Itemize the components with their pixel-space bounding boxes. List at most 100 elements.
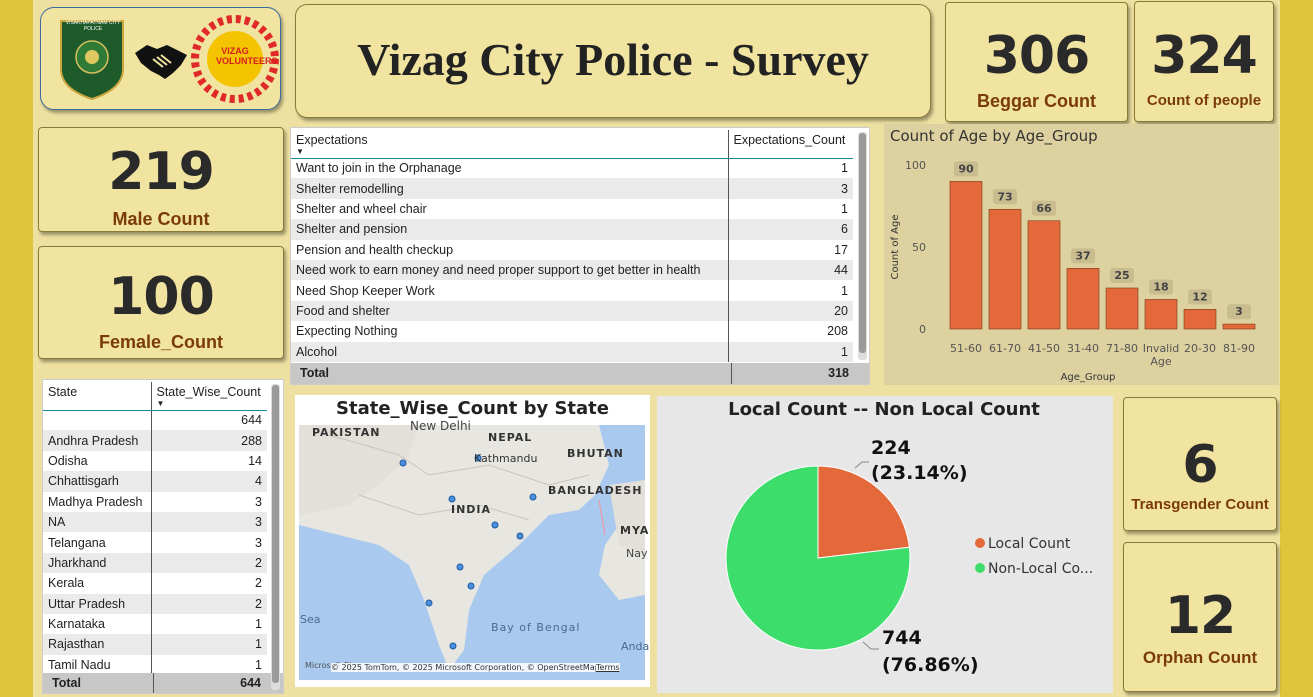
- y-axis-label: Count of Age: [890, 214, 901, 279]
- pie-slice[interactable]: [725, 465, 911, 651]
- table-row: Telangana 3: [43, 532, 267, 553]
- row-label: Kerala: [48, 576, 85, 591]
- logo-panel: VISAKHAPATNAM CITY POLICE VIZAG VOLUNTEE…: [40, 7, 281, 110]
- x-tick-label: 31-40: [1067, 342, 1099, 355]
- bar[interactable]: [1105, 287, 1139, 330]
- legend-marker: [975, 538, 985, 548]
- row-label: [43, 410, 151, 430]
- x-tick-label: 61-70: [989, 342, 1021, 355]
- pie-chart-title: Local Count -- Non Local Count: [728, 399, 1040, 420]
- row-value: 3: [150, 532, 267, 553]
- kpi-people-label: Count of people: [1146, 92, 1262, 109]
- bar[interactable]: [1027, 220, 1061, 330]
- x-tick-label: 51-60: [950, 342, 982, 355]
- row-value: 17: [727, 239, 853, 260]
- map-terms-link[interactable]: Terms: [596, 663, 620, 672]
- bar[interactable]: [988, 208, 1022, 330]
- expectations-header-row: Expectations ▼ Expectations_Count: [291, 130, 853, 159]
- row-label: Shelter and pension: [291, 219, 728, 240]
- y-tick-label: 100: [905, 159, 926, 172]
- state-header[interactable]: State: [43, 382, 151, 411]
- row-label: Food and shelter: [291, 300, 728, 322]
- map-label: Kathmandu: [474, 452, 538, 465]
- table-row: Kerala 2: [43, 573, 267, 594]
- row-label: Chhattisgarh: [43, 471, 151, 492]
- total-value: 318: [828, 366, 849, 380]
- row-value: 2: [150, 552, 267, 574]
- map-label: Nay: [626, 547, 648, 560]
- table-row: Tamil Nadu 1: [43, 654, 267, 676]
- data-label-bg: [1110, 268, 1134, 283]
- row-value: 4: [150, 471, 267, 492]
- table-row: Andhra Pradesh 288: [43, 430, 267, 451]
- bar[interactable]: [1183, 309, 1217, 330]
- data-label: 37: [1075, 249, 1090, 262]
- expectations-scrollbar[interactable]: [858, 132, 867, 360]
- legend-label[interactable]: Local Count: [988, 536, 1071, 552]
- row-value: 3: [727, 178, 853, 199]
- police-logo-text: VISAKHAPATNAM CITY POLICE: [65, 20, 121, 32]
- legend-label[interactable]: Non-Local Co...: [988, 561, 1093, 577]
- map-label: Anda: [621, 640, 650, 653]
- india-map[interactable]: [299, 425, 645, 680]
- page-title: Vizag City Police - Survey: [357, 34, 869, 85]
- row-value: 1: [727, 198, 853, 220]
- sort-desc-icon[interactable]: ▼: [156, 399, 165, 408]
- bar[interactable]: [1144, 299, 1178, 330]
- x-axis-label: Age_Group: [1061, 372, 1116, 383]
- bar[interactable]: [949, 181, 983, 330]
- map-label: BHUTAN: [567, 447, 624, 460]
- row-value: 6: [727, 219, 853, 240]
- row-value: 288: [150, 430, 267, 451]
- map-label: Bay of Bengal: [491, 621, 581, 634]
- scroll-thumb[interactable]: [272, 385, 279, 683]
- expectations-header[interactable]: Expectations ▼: [291, 130, 728, 159]
- state-header-row: State State_Wise_Count ▼: [43, 382, 267, 411]
- sort-desc-icon[interactable]: ▼: [296, 147, 304, 156]
- state-scrollbar[interactable]: [271, 384, 280, 690]
- row-label: Expecting Nothing: [296, 324, 398, 339]
- age-chart-title: Count of Age by Age_Group: [890, 127, 1098, 145]
- row-label: Need work to earn money and need proper …: [291, 259, 728, 281]
- pie-slice[interactable]: [817, 465, 910, 559]
- scroll-thumb[interactable]: [859, 133, 866, 353]
- row-label: Telangana: [48, 535, 106, 550]
- row-label: Alcohol: [291, 341, 728, 362]
- row-value: 1: [150, 613, 267, 635]
- table-row: Need Shop Keeper Work 1: [291, 280, 853, 301]
- total-label: Total: [300, 366, 329, 380]
- row-label: Tamil Nadu: [48, 657, 111, 672]
- map-label: New Delhi: [410, 419, 471, 433]
- age-bar-chart[interactable]: 100 50 0 Count of Age Age_Group 90 51-60 73 61-7…: [884, 124, 1279, 385]
- row-label: Jharkhand: [43, 552, 151, 574]
- expectations-table[interactable]: Expectations ▼ Expectations_Count Want to…: [290, 127, 870, 385]
- table-row: Expecting Nothing 208: [291, 321, 853, 342]
- volunteers-logo-text: VIZAG VOLUNTEERS: [216, 46, 278, 66]
- age-chart-panel: Count of Age by Age_Group 100 50 0 Count of…: [884, 124, 1279, 385]
- vizag-volunteers-logo: [191, 15, 279, 103]
- map-label: PAKISTAN: [312, 426, 381, 439]
- y-tick-label: 0: [919, 323, 926, 336]
- row-label: Karnataka: [48, 617, 105, 632]
- map-attribution[interactable]: © 2025 TomTom, © 2025 Microsoft Corporat…: [331, 663, 600, 672]
- kpi-female-label: Female_Count: [98, 332, 224, 352]
- local-nonlocal-pie-chart[interactable]: 224 (23.14%) 744 (76.86%) Local Count Non-Loc…: [657, 396, 1113, 693]
- table-row: 644: [43, 410, 267, 431]
- data-label: 73: [997, 190, 1012, 203]
- bar[interactable]: [1222, 323, 1256, 330]
- row-value: 1: [150, 634, 267, 655]
- expectations-count-header[interactable]: Expectations_Count: [727, 130, 853, 159]
- x-tick-label: 20-30: [1184, 342, 1216, 355]
- row-value: 1: [727, 341, 853, 362]
- row-label: Rajasthan: [43, 634, 151, 655]
- x-tick-label: Invalid: [1143, 342, 1180, 355]
- state-table[interactable]: State State_Wise_Count ▼ 644 Andhra Prade…: [42, 379, 284, 694]
- state-count-header[interactable]: State_Wise_Count ▼: [150, 382, 267, 411]
- bar[interactable]: [1066, 268, 1100, 330]
- pie-value-label: 224: [871, 437, 911, 459]
- kpi-transgender-value: 6: [1182, 435, 1218, 495]
- x-tick-label: 81-90: [1223, 342, 1255, 355]
- data-label: 25: [1114, 269, 1129, 282]
- row-label: NA: [43, 511, 151, 533]
- x-tick-label: Age: [1150, 355, 1172, 368]
